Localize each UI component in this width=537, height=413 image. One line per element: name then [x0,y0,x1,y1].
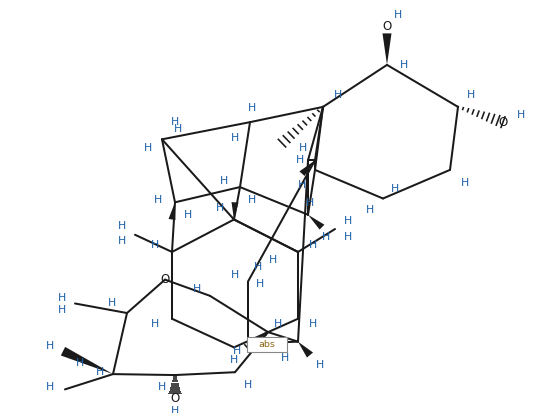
Text: H: H [274,320,282,330]
Text: H: H [461,178,469,188]
Text: H: H [230,355,238,365]
Text: H: H [118,237,126,247]
Polygon shape [382,33,391,65]
Text: H: H [344,232,352,242]
Text: O: O [161,273,170,286]
Text: O: O [498,116,507,129]
Text: H: H [158,382,166,392]
Text: H: H [76,358,84,368]
Text: O: O [382,20,391,33]
Polygon shape [298,342,313,358]
Text: H: H [154,195,162,205]
Text: H: H [118,221,126,231]
Polygon shape [61,347,113,374]
Text: H: H [344,216,352,226]
Polygon shape [169,202,176,220]
Text: H: H [322,232,330,242]
Text: H: H [256,279,264,290]
Text: H: H [400,60,408,70]
Text: H: H [220,176,228,186]
Polygon shape [300,160,315,176]
Text: H: H [144,143,152,153]
Text: H: H [46,342,54,351]
Polygon shape [308,215,324,230]
Text: H: H [248,103,256,113]
Text: H: H [233,346,241,356]
Text: H: H [316,360,324,370]
Text: H: H [296,155,304,165]
Text: H: H [309,240,317,250]
Text: H: H [151,240,159,250]
Text: H: H [174,124,182,134]
Text: H: H [299,143,307,153]
Text: H: H [391,184,399,194]
Text: H: H [306,198,314,208]
Text: H: H [394,10,402,20]
Text: H: H [46,382,54,392]
Text: H: H [58,305,66,315]
Text: H: H [298,180,306,190]
Text: H: H [193,284,201,294]
Text: H: H [171,406,179,413]
Text: H: H [366,205,374,215]
Text: H: H [96,367,104,377]
Text: H: H [58,293,66,303]
Text: H: H [231,133,239,143]
Text: H: H [269,254,277,265]
Text: abs: abs [258,340,275,349]
Text: H: H [108,299,116,309]
Text: H: H [334,90,342,100]
Text: H: H [517,110,525,121]
Text: H: H [281,353,289,363]
Text: H: H [248,195,256,205]
Text: H: H [309,320,317,330]
Text: H: H [467,90,475,100]
Text: H: H [231,270,239,280]
Text: H: H [244,380,252,389]
Text: H: H [171,117,179,127]
Polygon shape [231,202,238,219]
Text: O: O [170,392,179,406]
Text: H: H [254,262,262,272]
Text: H: H [151,320,159,330]
Text: H: H [216,203,224,213]
FancyBboxPatch shape [247,337,287,352]
Text: H: H [184,210,192,220]
